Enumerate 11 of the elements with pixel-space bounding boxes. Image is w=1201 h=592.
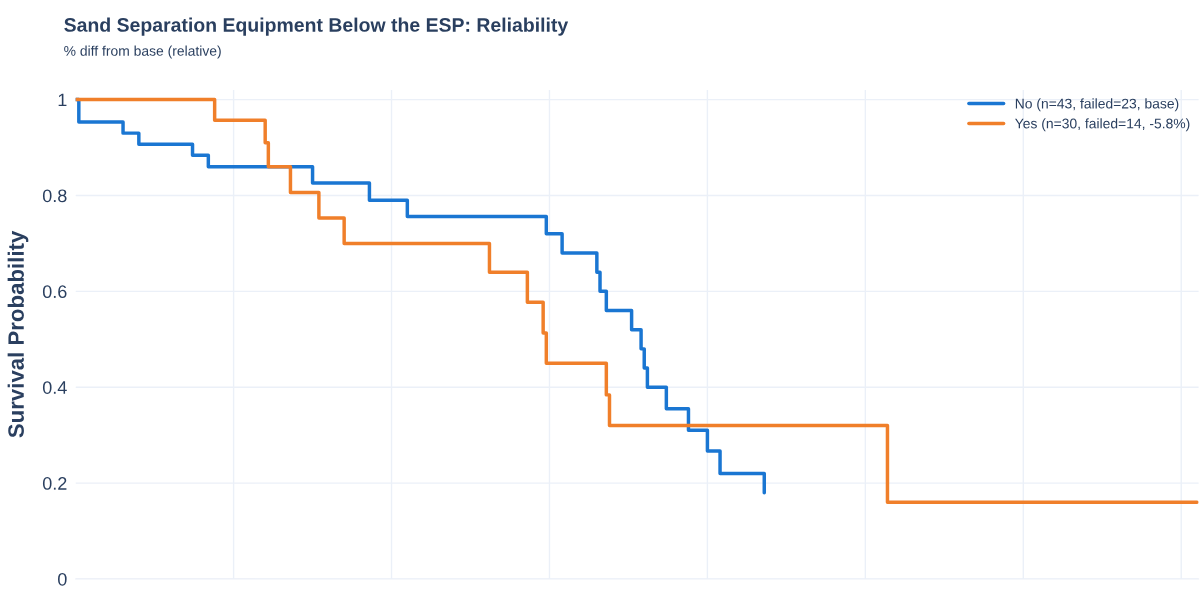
y-tick-label: 0.4 [42, 381, 67, 394]
y-tick-label: 0.8 [42, 189, 67, 203]
chart-title: Sand Separation Equipment Below the ESP: Reliability [64, 17, 569, 36]
y-tick-label: 0 [57, 572, 67, 586]
chart-subtitle: % diff from base (relative) [64, 45, 221, 59]
y-tick-label: 0.2 [42, 477, 67, 490]
legend-label: Yes (n=30, failed=14, -5.8%) [1015, 118, 1190, 132]
y-tick-label: 0.6 [42, 285, 67, 299]
y-axis-title: Survival Probability [7, 230, 29, 438]
y-tick-label: 1 [58, 93, 67, 107]
legend-label: No (n=43, failed=23, base) [1015, 98, 1179, 112]
